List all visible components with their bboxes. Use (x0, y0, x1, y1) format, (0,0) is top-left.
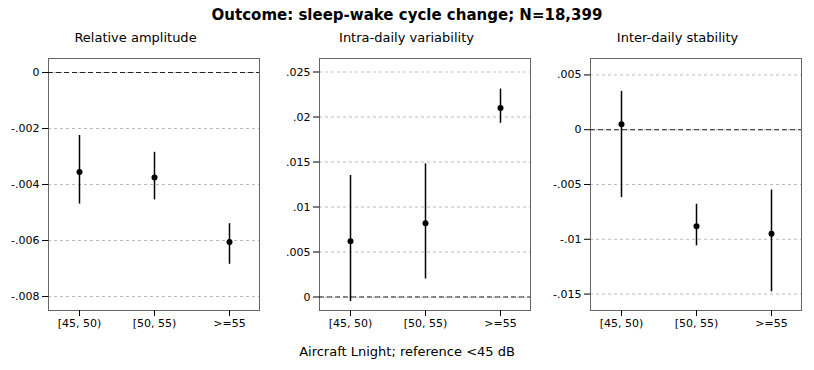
svg-text:[50, 55): [50, 55) (133, 317, 177, 330)
svg-text:.01: .01 (293, 201, 311, 214)
svg-text:>=55: >=55 (484, 317, 516, 330)
svg-text:0: 0 (33, 66, 40, 79)
svg-text:[45, 50): [45, 50) (600, 317, 644, 330)
html-text:Aircraft Lnight; reference <45: Aircraft Lnight; reference <45 dB (299, 344, 515, 359)
svg-text:[45, 50): [45, 50) (58, 317, 102, 330)
html-text:Inter-daily stability: Inter-daily stability (616, 30, 739, 45)
svg-text:-.004: -.004 (11, 178, 39, 191)
html-text:Relative amplitude: Relative amplitude (74, 30, 197, 45)
svg-text:>=55: >=55 (213, 317, 245, 330)
svg-text:>=55: >=55 (755, 317, 787, 330)
html-text:Intra-daily variability: Intra-daily variability (339, 30, 474, 45)
html-text:Outcome: sleep-wake cycle chan: Outcome: sleep-wake cycle change; N=18,3… (211, 6, 603, 24)
svg-text:.025: .025 (286, 66, 311, 79)
svg-text:.005: .005 (286, 246, 311, 259)
svg-text:-.008: -.008 (11, 290, 39, 303)
svg-text:.015: .015 (286, 156, 311, 169)
svg-text:-.005: -.005 (553, 178, 581, 191)
svg-text:-.015: -.015 (553, 288, 581, 301)
svg-text:[50, 55): [50, 55) (404, 317, 448, 330)
svg-text:[45, 50): [45, 50) (329, 317, 373, 330)
svg-text:-.002: -.002 (11, 122, 39, 135)
svg-text:-.01: -.01 (560, 233, 581, 246)
svg-text:.005: .005 (557, 68, 582, 81)
svg-text:0: 0 (575, 123, 582, 136)
svg-text:-.006: -.006 (11, 234, 39, 247)
svg-text:[50, 55): [50, 55) (675, 317, 719, 330)
svg-text:0: 0 (304, 291, 311, 304)
svg-text:.02: .02 (293, 111, 311, 124)
